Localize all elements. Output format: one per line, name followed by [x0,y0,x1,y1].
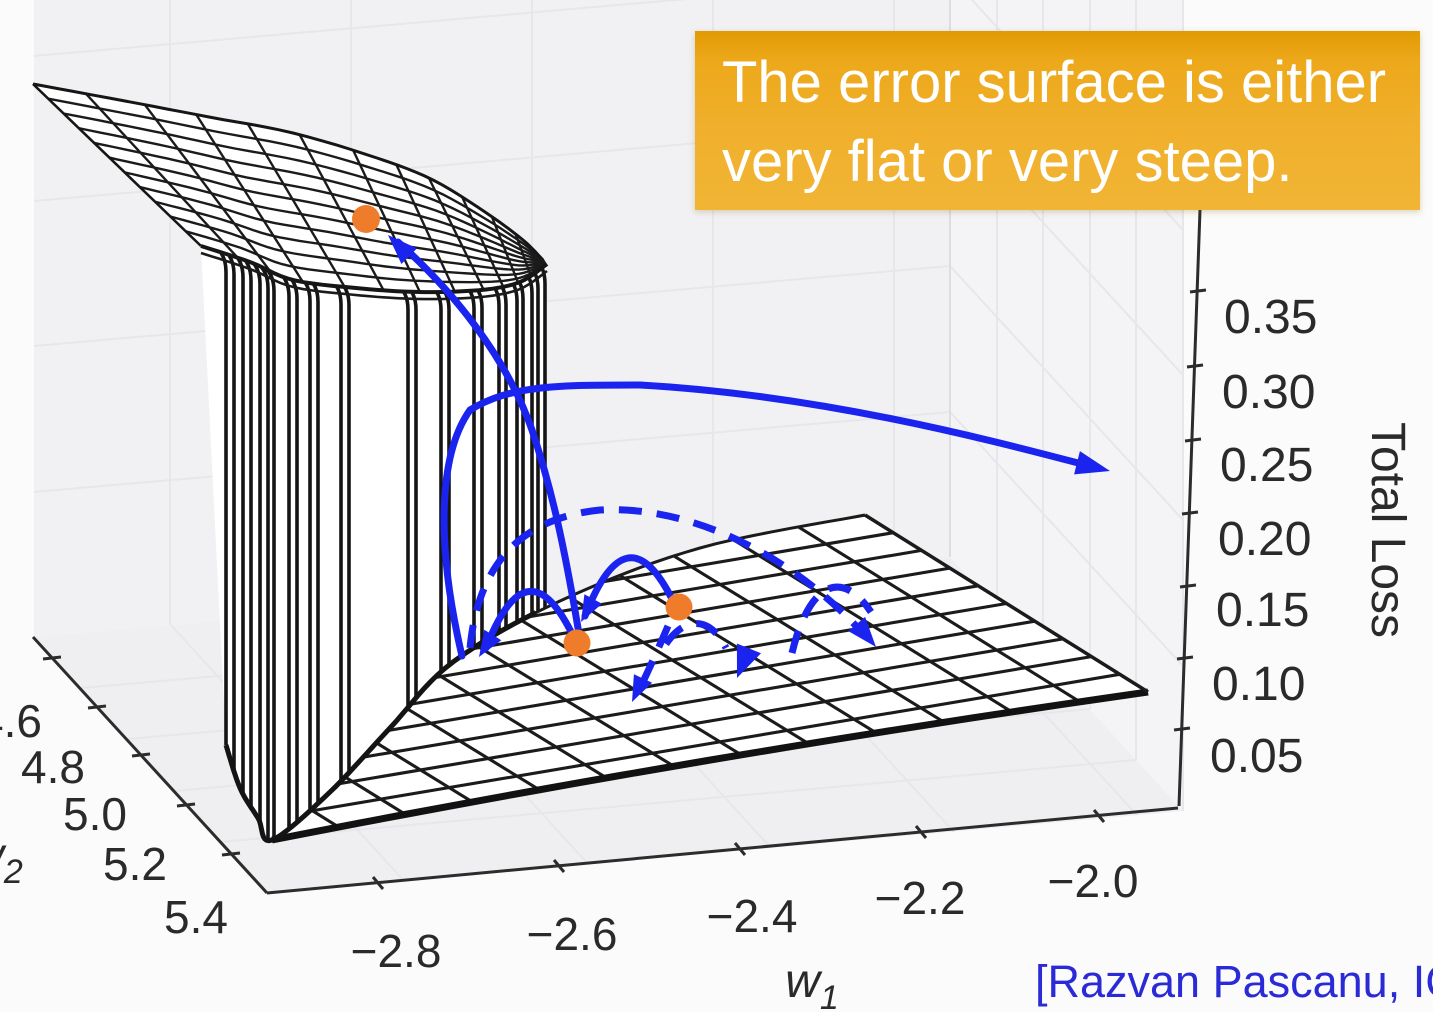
svg-text:0.15: 0.15 [1216,584,1309,637]
svg-text:Total Loss: Total Loss [1361,422,1414,638]
svg-text:−2.6: −2.6 [527,908,618,960]
svg-text:−2.8: −2.8 [351,925,442,977]
svg-text:0.20: 0.20 [1218,513,1311,566]
svg-text:4.6: 4.6 [0,695,42,747]
svg-text:−2.4: −2.4 [707,890,798,942]
svg-text:4.8: 4.8 [21,741,85,793]
svg-text:5.4: 5.4 [164,891,228,943]
svg-text:5.0: 5.0 [63,788,127,840]
svg-text:0.25: 0.25 [1220,439,1313,492]
svg-text:0.10: 0.10 [1212,658,1305,711]
svg-text:0.35: 0.35 [1224,291,1317,344]
svg-text:−2.2: −2.2 [875,872,966,924]
svg-text:−2.0: −2.0 [1048,855,1139,907]
svg-text:0.30: 0.30 [1222,366,1315,419]
svg-text:5.2: 5.2 [103,838,167,890]
svg-text:0.05: 0.05 [1210,730,1303,783]
